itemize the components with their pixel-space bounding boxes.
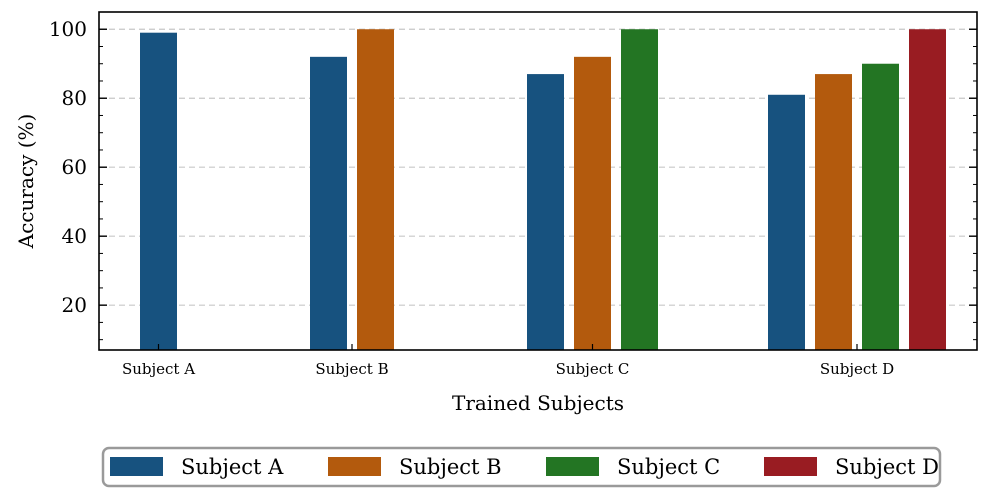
y-tick-label-40: 40 [62,224,87,248]
y-tick-label-20: 20 [62,293,87,317]
bar-subject-c-subject-b [574,56,611,351]
legend-label-subject-b: Subject B [399,455,502,479]
legend-swatch-subject-b [328,457,381,476]
legend-swatch-subject-d [764,457,817,476]
x-tick-label-subject-c: Subject C [556,360,630,378]
y-axis-title: Accuracy (%) [14,114,38,250]
bar-subject-a-subject-a [140,32,177,350]
x-tick-label-subject-a: Subject A [122,360,195,378]
x-tick-label-subject-b: Subject B [315,360,388,378]
plot-frame [98,11,978,351]
bar-subject-b-subject-a [310,56,347,351]
y-tick-label-100: 100 [49,17,87,41]
bars [140,29,946,351]
bar-subject-d-subject-d [909,29,946,350]
legend-label-subject-a: Subject A [181,455,284,479]
bar-subject-c-subject-a [527,74,564,350]
x-tick-label-subject-d: Subject D [820,360,894,378]
legend-swatch-subject-a [110,457,163,476]
bar-subject-d-subject-a [768,94,805,350]
legend: Subject A Subject B Subject C Subject D [101,446,942,488]
axis-labels: 20 40 60 80 100 Subject A Subject B Subject C Su… [49,17,894,378]
x-axis-title: Trained Subjects [452,391,624,415]
legend-swatch-subject-c [546,457,599,476]
bar-subject-d-subject-b [815,74,852,350]
bar-subject-d-subject-c [862,63,899,351]
axis-ticks [99,11,977,350]
legend-label-subject-c: Subject C [617,455,720,479]
legend-frame [101,446,942,488]
y-tick-label-60: 60 [62,155,87,179]
y-tick-label-80: 80 [62,86,87,110]
legend-label-subject-d: Subject D [835,455,939,479]
bar-subject-c-subject-c [621,29,658,350]
bar-subject-b-subject-b [357,29,394,350]
